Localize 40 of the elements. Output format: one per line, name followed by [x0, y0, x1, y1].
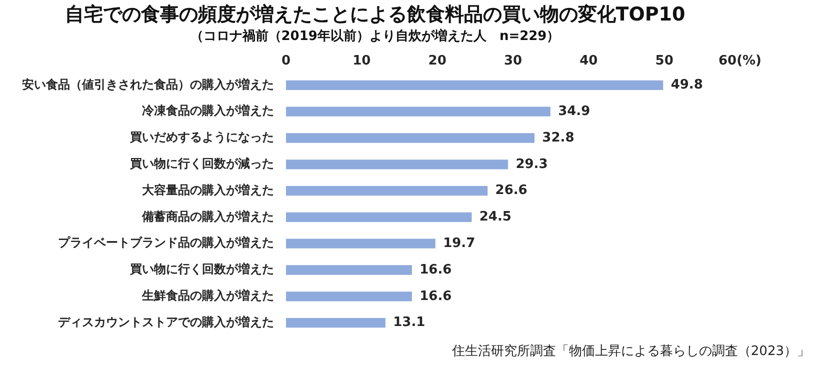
x-tick-label: 40: [580, 54, 598, 69]
x-tick-label: 30: [504, 54, 522, 69]
y-tick-label: 大容量品の購入が増えた: [142, 182, 274, 197]
x-tick-label: 60(%): [718, 54, 762, 69]
bar: [286, 212, 472, 222]
data-label: 34.9: [558, 104, 590, 119]
x-tick-label: 0: [281, 54, 291, 69]
y-tick-label: プライベートブランド品の購入が増えた: [58, 236, 274, 250]
data-label: 32.8: [542, 130, 574, 146]
y-tick-label: 備蓄商品の購入が増えた: [141, 209, 274, 224]
y-tick-label: 買いだめするようになった: [129, 130, 274, 144]
y-tick-label: 買い物に行く回数が増えた: [129, 262, 274, 276]
bar: [286, 133, 535, 143]
x-tick-label: 10: [352, 54, 371, 69]
chart-subtitle: （コロナ禍前（2019年以前）より自炊が増えた人 n=229）: [190, 28, 560, 44]
y-tick-label: 買い物に行く回数が減った: [129, 156, 274, 171]
bar: [286, 292, 412, 302]
y-tick-label: 生鮮食品の購入が増えた: [141, 288, 274, 303]
data-label: 19.7: [443, 236, 476, 251]
data-label: 49.8: [670, 78, 703, 93]
y-tick-label: 安い食品（値引きされた食品）の購入が増えた: [22, 77, 274, 92]
bar: [286, 106, 550, 116]
chart-title: 自宅での食事の頻度が増えたことによる飲食料品の買い物の変化TOP10: [64, 3, 686, 26]
data-label: 16.6: [420, 288, 452, 304]
data-label: 29.3: [516, 156, 548, 172]
bar: [286, 186, 488, 196]
bar: [286, 80, 664, 90]
data-label: 13.1: [393, 315, 426, 330]
data-label: 16.6: [420, 262, 452, 278]
x-tick-label: 50: [655, 54, 674, 69]
y-tick-label: ディスカウントストアでの購入が増えた: [58, 314, 274, 329]
bar: [286, 318, 386, 328]
bar: [286, 238, 436, 248]
data-label: 26.6: [495, 183, 528, 198]
bar: [286, 160, 508, 170]
y-tick-label: 冷凍食品の購入が増えた: [142, 104, 274, 118]
data-label: 24.5: [479, 210, 512, 225]
x-tick-label: 20: [428, 54, 446, 69]
bar: [286, 265, 412, 275]
text: 住生活研究所調査「物価上昇による暮らしの調査（2023）」: [450, 344, 810, 359]
